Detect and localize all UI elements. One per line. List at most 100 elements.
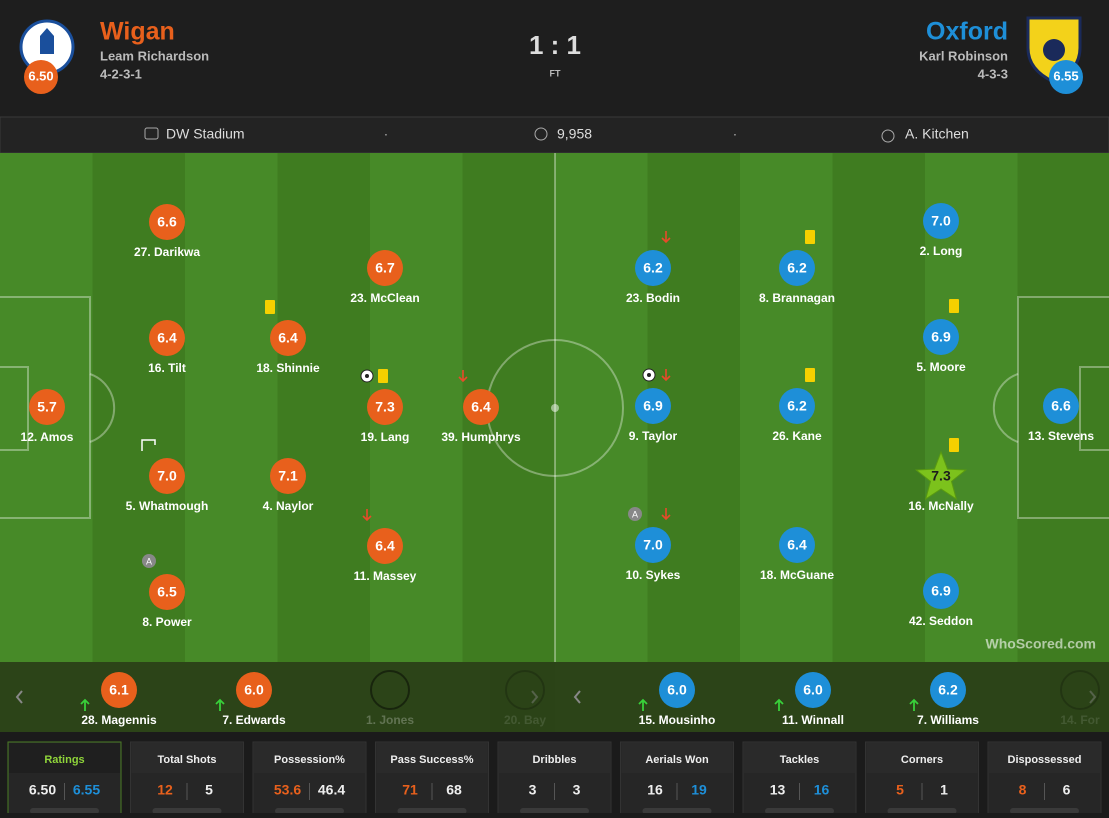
- player-name: 26. Kane: [772, 429, 822, 443]
- sub-rating: 6.2: [938, 682, 958, 698]
- player-name: 23. McClean: [350, 291, 419, 305]
- separator: ·: [384, 126, 389, 142]
- player-rating: 6.4: [278, 330, 298, 346]
- stat-home: 53.6: [274, 782, 301, 798]
- stat-home: 3: [529, 782, 537, 798]
- stat-title: Possession%: [274, 754, 345, 766]
- player-name: 18. McGuane: [760, 568, 834, 582]
- stat-scroll: [153, 808, 222, 813]
- stat-scroll: [30, 808, 99, 813]
- stat-home: 12: [157, 782, 173, 798]
- player-name: 19. Lang: [361, 430, 410, 444]
- player-name: 42. Seddon: [909, 614, 973, 628]
- stat-title: Corners: [901, 754, 943, 766]
- player-name: 9. Taylor: [629, 429, 678, 443]
- stat-title: Tackles: [780, 754, 820, 766]
- stat-title: Aerials Won: [645, 754, 709, 766]
- stat-title: Total Shots: [157, 754, 216, 766]
- watermark: WhoScored.com: [986, 636, 1096, 652]
- player-name: 13. Stevens: [1028, 429, 1094, 443]
- stat-away: 19: [691, 782, 707, 798]
- player-rating: 6.5: [157, 584, 177, 600]
- sub-name: 15. Mousinho: [639, 713, 716, 727]
- player-name: 8. Power: [142, 615, 192, 629]
- player-name: 8. Brannagan: [759, 291, 835, 305]
- yellow-card: [378, 369, 388, 383]
- captain-label: A: [146, 556, 152, 566]
- pitch-stripe: [833, 153, 926, 662]
- center-spot: [551, 404, 559, 412]
- stat-scroll: [520, 808, 589, 813]
- goal-icon-dot: [365, 374, 369, 378]
- player-rating: 6.4: [471, 399, 491, 415]
- player-name: 5. Moore: [916, 360, 966, 374]
- yellow-card: [949, 299, 959, 313]
- stat-title: Dribbles: [532, 754, 576, 766]
- player-rating: 6.7: [375, 260, 395, 276]
- player-name: 18. Shinnie: [256, 361, 320, 375]
- player-rating: 6.4: [787, 537, 807, 553]
- player-rating: 7.1: [278, 468, 298, 484]
- player-rating: 6.9: [931, 329, 951, 345]
- player-rating: 6.4: [157, 330, 177, 346]
- player-rating: 6.2: [787, 260, 807, 276]
- yellow-card: [805, 230, 815, 244]
- player-rating: 7.0: [931, 213, 951, 229]
- sub-rating: 6.0: [803, 682, 823, 698]
- stat-home: 13: [770, 782, 786, 798]
- stat-title: Ratings: [44, 754, 84, 766]
- sub-name: 7. Edwards: [222, 713, 286, 727]
- stat-home: 71: [402, 782, 418, 798]
- player-rating: 6.9: [643, 398, 663, 414]
- separator: ·: [733, 126, 738, 142]
- player-rating: 6.6: [1051, 398, 1071, 414]
- home-name[interactable]: Wigan: [100, 18, 175, 46]
- player-rating: 6.6: [157, 214, 177, 230]
- goal-icon-dot: [647, 373, 651, 377]
- player-name: 16. McNally: [908, 499, 974, 513]
- pitch-stripe: [278, 153, 371, 662]
- captain-label: A: [632, 509, 638, 519]
- stat-away: 6: [1063, 782, 1071, 798]
- stat-title: Pass Success%: [390, 754, 473, 766]
- yellow-card: [949, 438, 959, 452]
- home-rating: 6.50: [28, 68, 53, 83]
- player-name: 11. Massey: [354, 569, 417, 583]
- sub-name: 7. Williams: [917, 713, 979, 727]
- yellow-card: [805, 368, 815, 382]
- player-rating: 6.4: [375, 538, 395, 554]
- player-name: 12. Amos: [21, 430, 74, 444]
- stat-away: 6.55: [73, 782, 100, 798]
- sub-name: 1. Jones: [366, 713, 414, 727]
- attendance: 9,958: [557, 126, 592, 142]
- stat-scroll: [643, 808, 712, 813]
- player-rating: 6.2: [643, 260, 663, 276]
- player-rating: 7.0: [157, 468, 177, 484]
- player-rating: 7.3: [375, 399, 395, 415]
- stat-away: 16: [814, 782, 830, 798]
- stat-home: 8: [1019, 782, 1027, 798]
- home-formation: 4-2-3-1: [100, 66, 142, 81]
- player-name: 23. Bodin: [626, 291, 680, 305]
- stat-scroll: [1010, 808, 1079, 813]
- player-name: 39. Humphrys: [441, 430, 521, 444]
- subs-fade-left: [490, 662, 555, 732]
- away-name[interactable]: Oxford: [926, 18, 1008, 46]
- stat-home: 16: [647, 782, 663, 798]
- away-formation: 4-3-3: [978, 66, 1008, 81]
- sub-name: 11. Winnall: [782, 713, 844, 727]
- stat-scroll: [888, 808, 957, 813]
- player-name: 2. Long: [920, 244, 963, 258]
- player-name: 5. Whatmough: [126, 499, 209, 513]
- away-manager: Karl Robinson: [919, 48, 1008, 63]
- player-name: 4. Naylor: [263, 499, 314, 513]
- player-rating: 5.7: [37, 399, 57, 415]
- subs-fade-right: [1050, 662, 1109, 732]
- stat-home: 5: [896, 782, 904, 798]
- player-rating: 7.0: [643, 537, 663, 553]
- player-rating: 6.9: [931, 583, 951, 599]
- stadium: DW Stadium: [166, 126, 245, 142]
- stat-away: 5: [205, 782, 213, 798]
